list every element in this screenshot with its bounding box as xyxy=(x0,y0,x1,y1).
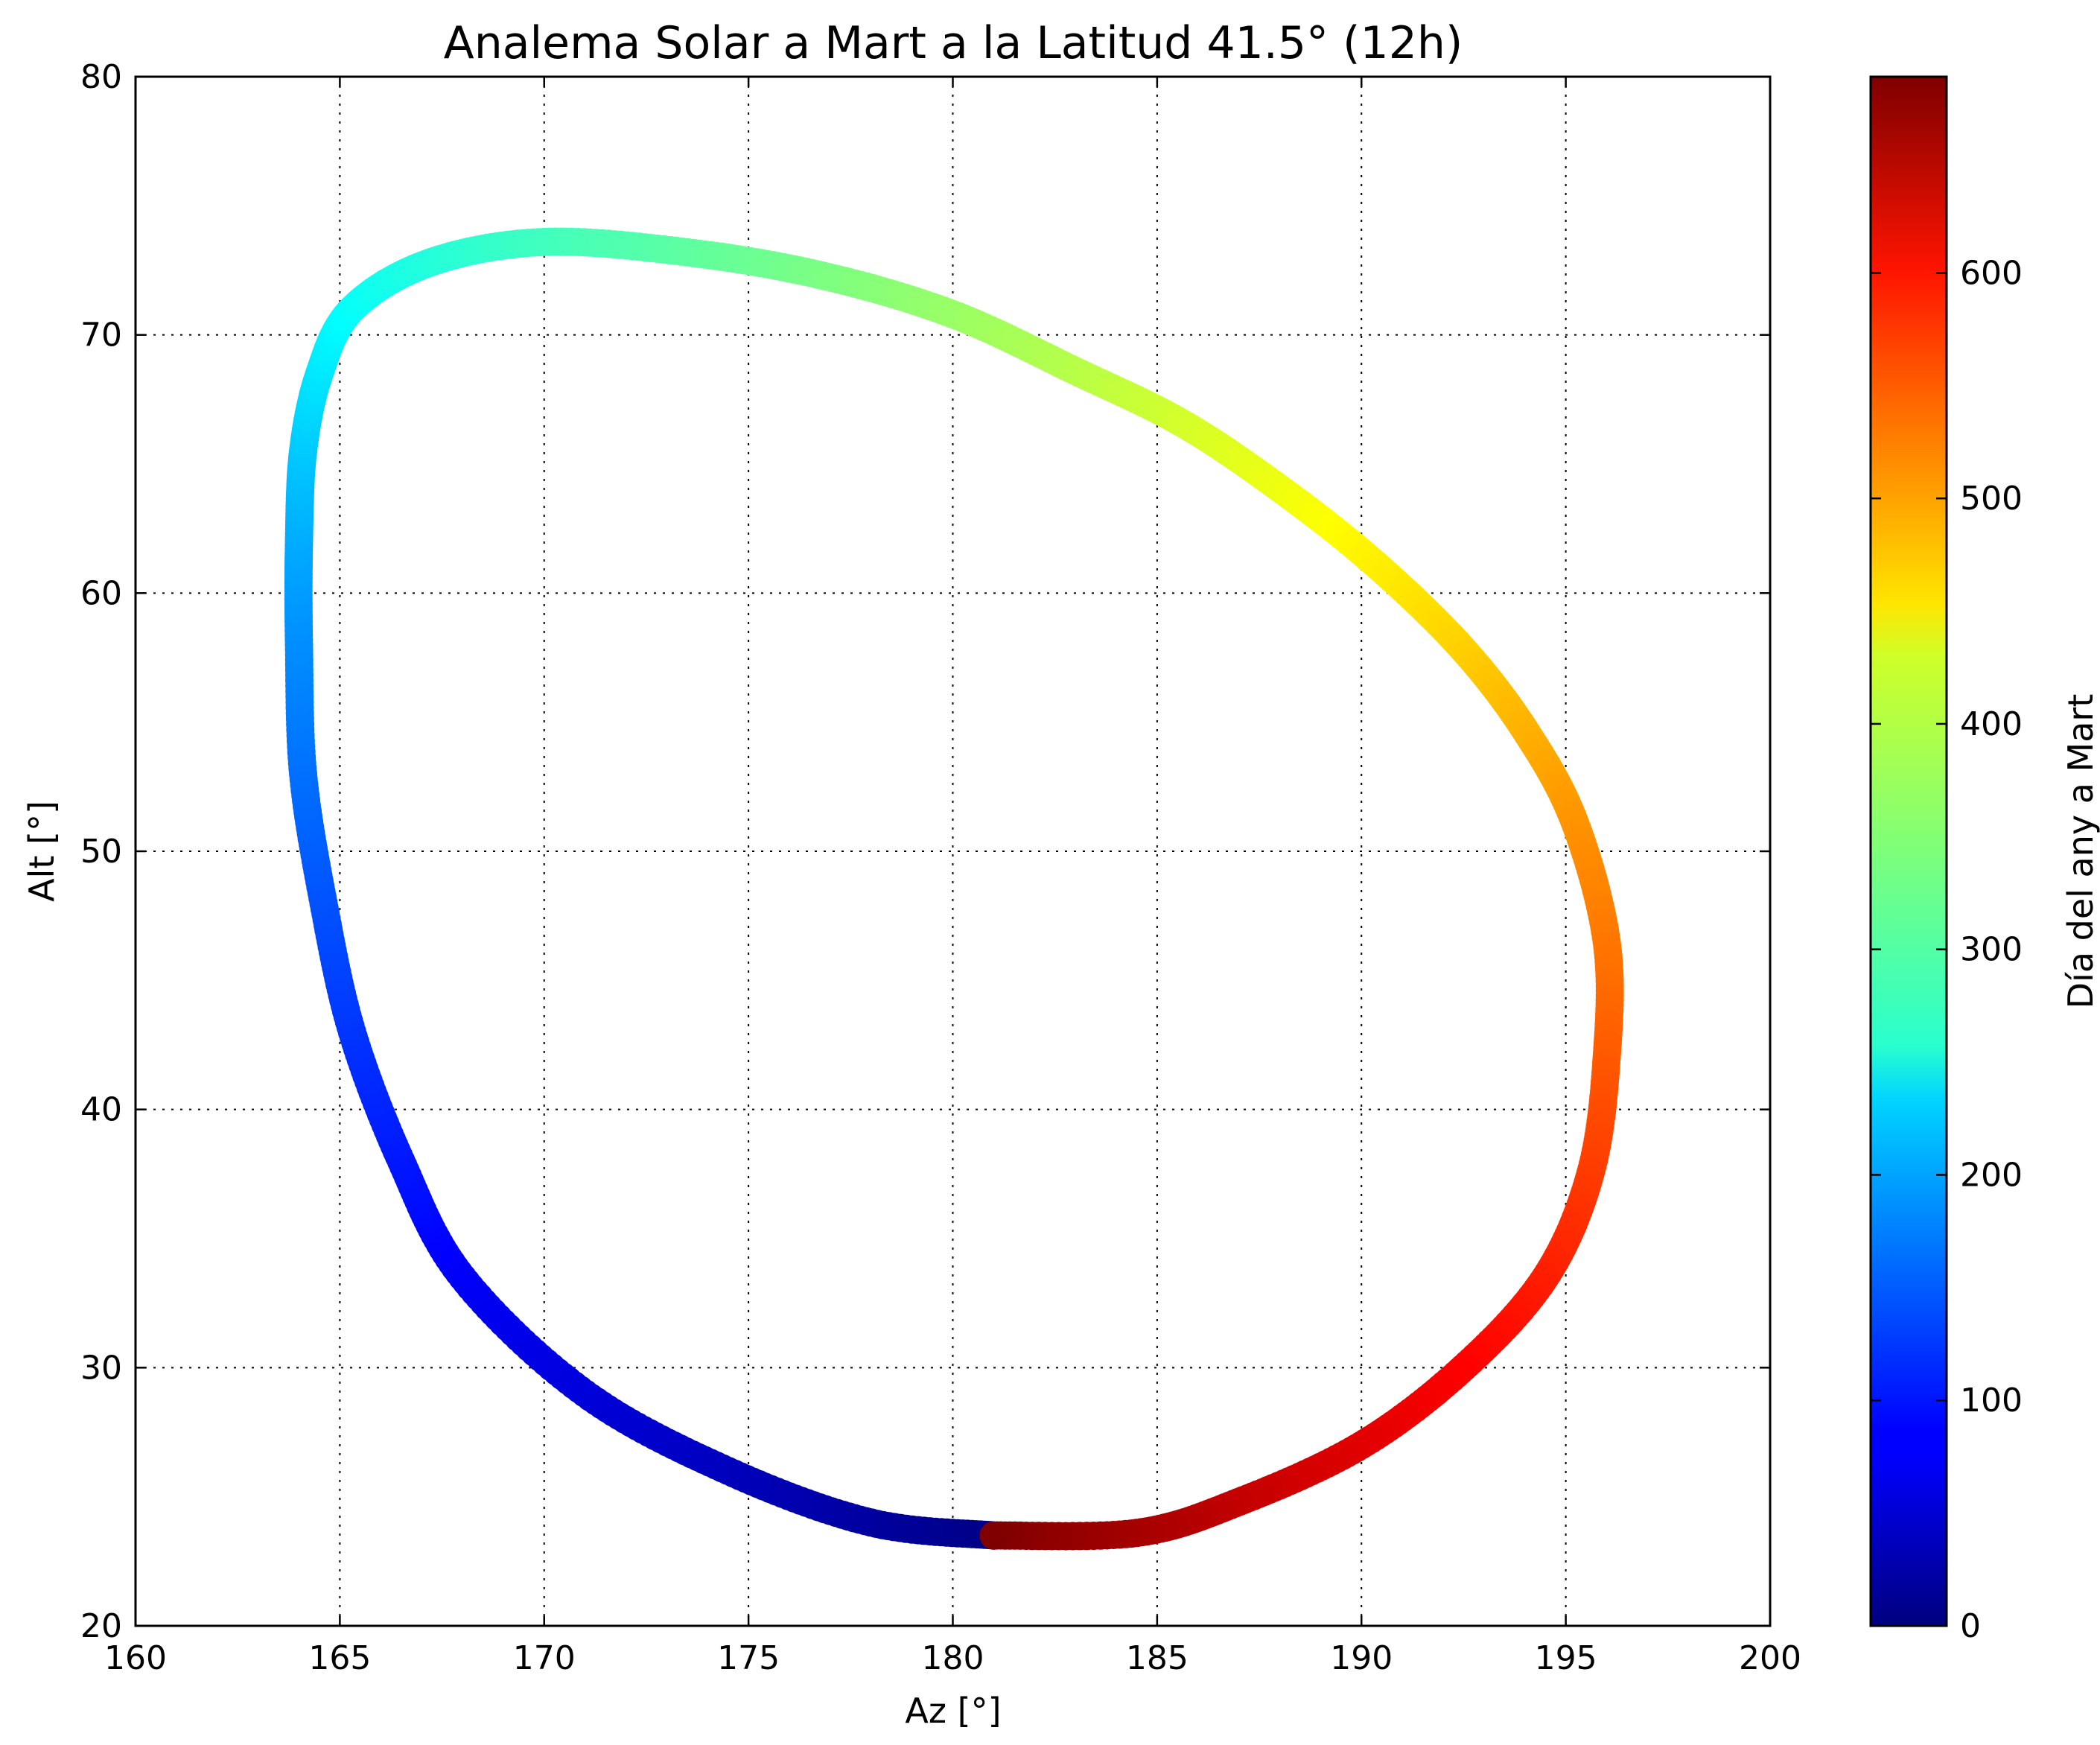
colorbar-tick-label: 500 xyxy=(1960,480,2023,518)
x-tick-label: 180 xyxy=(922,1639,984,1677)
y-tick-label: 80 xyxy=(80,58,122,96)
chart-title: Analema Solar a Mart a la Latitud 41.5° … xyxy=(444,17,1463,69)
colorbar-tick-label: 100 xyxy=(1960,1382,2023,1420)
y-tick-label: 30 xyxy=(80,1349,122,1387)
y-axis-label: Alt [°] xyxy=(22,801,62,902)
x-axis-ticks: 160 165 170 175 180 185 190 195 200 xyxy=(104,77,1801,1677)
x-tick-label: 160 xyxy=(104,1639,167,1677)
y-axis-ticks: 20 30 40 50 60 70 80 xyxy=(80,58,1770,1645)
colorbar-tick-label: 300 xyxy=(1960,931,2023,969)
y-tick-label: 50 xyxy=(80,833,122,871)
x-tick-label: 185 xyxy=(1126,1639,1189,1677)
x-axis-label: Az [°] xyxy=(905,1691,1001,1731)
x-tick-label: 170 xyxy=(513,1639,576,1677)
x-tick-label: 175 xyxy=(717,1639,780,1677)
x-tick-label: 165 xyxy=(308,1639,371,1677)
y-tick-label: 70 xyxy=(80,317,122,355)
y-tick-label: 20 xyxy=(80,1607,122,1645)
x-tick-label: 200 xyxy=(1739,1639,1801,1677)
colorbar-tick-label: 400 xyxy=(1960,705,2023,743)
colorbar-tick-label: 600 xyxy=(1960,254,2023,292)
colorbar-gradient xyxy=(1869,75,1948,1627)
analemma-series xyxy=(284,227,1624,1551)
data-point xyxy=(979,1521,1008,1550)
x-tick-label: 195 xyxy=(1535,1639,1597,1677)
y-tick-label: 40 xyxy=(80,1091,122,1129)
x-tick-label: 190 xyxy=(1330,1639,1393,1677)
colorbar-label: Día del any a Mart xyxy=(2061,694,2100,1009)
colorbar-tick-label: 200 xyxy=(1960,1156,2023,1194)
colorbar-tick-label: 0 xyxy=(1960,1607,1981,1645)
colorbar-ticks: 0 100 200 300 400 500 600 xyxy=(1871,254,2023,1645)
colorbar: 0 100 200 300 400 500 600 Día del any a Mart xyxy=(1869,75,2100,1645)
y-tick-label: 60 xyxy=(80,574,122,612)
